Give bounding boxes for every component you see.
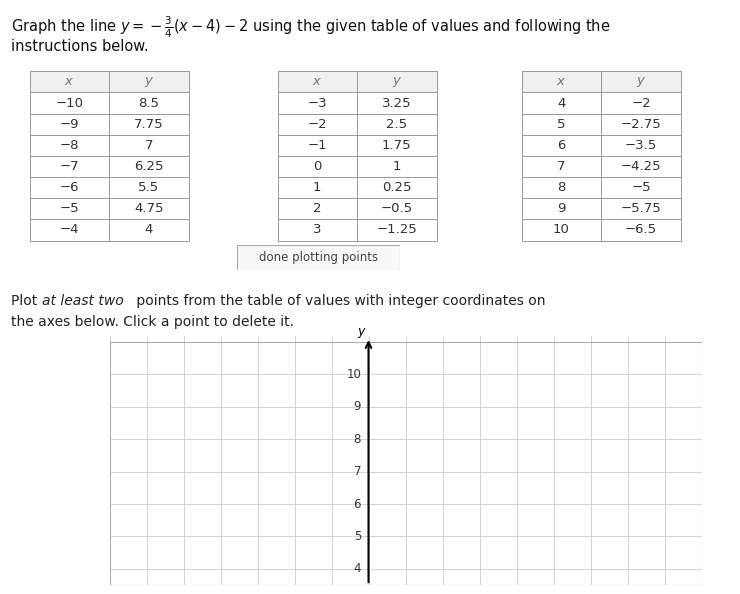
Text: −10: −10 bbox=[56, 96, 84, 109]
Text: 2.5: 2.5 bbox=[386, 118, 408, 131]
Text: 4: 4 bbox=[145, 223, 153, 236]
Text: 7: 7 bbox=[557, 160, 565, 173]
Text: 4: 4 bbox=[354, 563, 361, 576]
Text: 6: 6 bbox=[354, 498, 361, 511]
Text: 9: 9 bbox=[354, 400, 361, 413]
Text: 1.75: 1.75 bbox=[382, 139, 411, 152]
Text: −5: −5 bbox=[631, 181, 651, 194]
Text: $y$: $y$ bbox=[144, 75, 154, 89]
Text: 4: 4 bbox=[557, 96, 565, 109]
Text: 8.5: 8.5 bbox=[138, 96, 159, 109]
Text: 9: 9 bbox=[557, 203, 565, 216]
Text: 7.75: 7.75 bbox=[134, 118, 164, 131]
Text: $y$: $y$ bbox=[391, 75, 402, 89]
FancyBboxPatch shape bbox=[278, 71, 357, 93]
Text: −4.25: −4.25 bbox=[621, 160, 662, 173]
Text: −1.25: −1.25 bbox=[377, 223, 417, 236]
Text: 10: 10 bbox=[346, 368, 361, 381]
Text: done plotting points: done plotting points bbox=[259, 251, 377, 264]
Text: Plot: Plot bbox=[11, 294, 41, 308]
Text: −5: −5 bbox=[59, 203, 79, 216]
FancyBboxPatch shape bbox=[522, 71, 601, 93]
Text: at least two: at least two bbox=[42, 294, 124, 308]
Text: −0.5: −0.5 bbox=[381, 203, 413, 216]
Text: 5: 5 bbox=[557, 118, 565, 131]
Text: Graph the line $y = -\frac{3}{4}(x - 4) - 2$ using the given table of values and: Graph the line $y = -\frac{3}{4}(x - 4) … bbox=[11, 15, 610, 40]
Text: 7: 7 bbox=[354, 465, 361, 478]
Text: −2: −2 bbox=[631, 96, 651, 109]
Text: 6.25: 6.25 bbox=[134, 160, 164, 173]
Text: −1: −1 bbox=[307, 139, 327, 152]
Text: −4: −4 bbox=[60, 223, 79, 236]
FancyBboxPatch shape bbox=[30, 71, 110, 93]
Text: 4.75: 4.75 bbox=[134, 203, 164, 216]
Text: −6.5: −6.5 bbox=[625, 223, 657, 236]
Text: −9: −9 bbox=[60, 118, 79, 131]
FancyBboxPatch shape bbox=[110, 71, 189, 93]
Text: 1: 1 bbox=[393, 160, 401, 173]
Text: 0.25: 0.25 bbox=[382, 181, 411, 194]
Text: −5.75: −5.75 bbox=[621, 203, 662, 216]
Text: 8: 8 bbox=[557, 181, 565, 194]
Text: 8: 8 bbox=[354, 433, 361, 446]
Text: 7: 7 bbox=[145, 139, 153, 152]
Text: −3: −3 bbox=[307, 96, 327, 109]
Text: −2.75: −2.75 bbox=[621, 118, 662, 131]
Text: −3.5: −3.5 bbox=[625, 139, 657, 152]
Text: −8: −8 bbox=[60, 139, 79, 152]
Text: 2: 2 bbox=[313, 203, 321, 216]
Text: −6: −6 bbox=[60, 181, 79, 194]
Text: 10: 10 bbox=[553, 223, 570, 236]
Text: $x$: $x$ bbox=[556, 75, 567, 89]
Text: 3: 3 bbox=[313, 223, 321, 236]
Text: points from the table of values with integer coordinates on: points from the table of values with int… bbox=[132, 294, 545, 308]
Text: $y$: $y$ bbox=[357, 327, 367, 340]
Text: 3.25: 3.25 bbox=[382, 96, 411, 109]
Text: 0: 0 bbox=[313, 160, 321, 173]
Text: $y$: $y$ bbox=[636, 75, 646, 89]
Text: $x$: $x$ bbox=[64, 75, 75, 89]
Text: $x$: $x$ bbox=[312, 75, 323, 89]
Text: 1: 1 bbox=[313, 181, 321, 194]
Text: the axes below. Click a point to delete it.: the axes below. Click a point to delete … bbox=[11, 315, 294, 329]
Text: −2: −2 bbox=[307, 118, 327, 131]
FancyBboxPatch shape bbox=[357, 71, 437, 93]
Text: 5: 5 bbox=[354, 530, 361, 543]
Text: 5.5: 5.5 bbox=[138, 181, 160, 194]
Text: −7: −7 bbox=[59, 160, 79, 173]
Text: 6: 6 bbox=[557, 139, 565, 152]
Text: instructions below.: instructions below. bbox=[11, 39, 149, 53]
FancyBboxPatch shape bbox=[601, 71, 681, 93]
